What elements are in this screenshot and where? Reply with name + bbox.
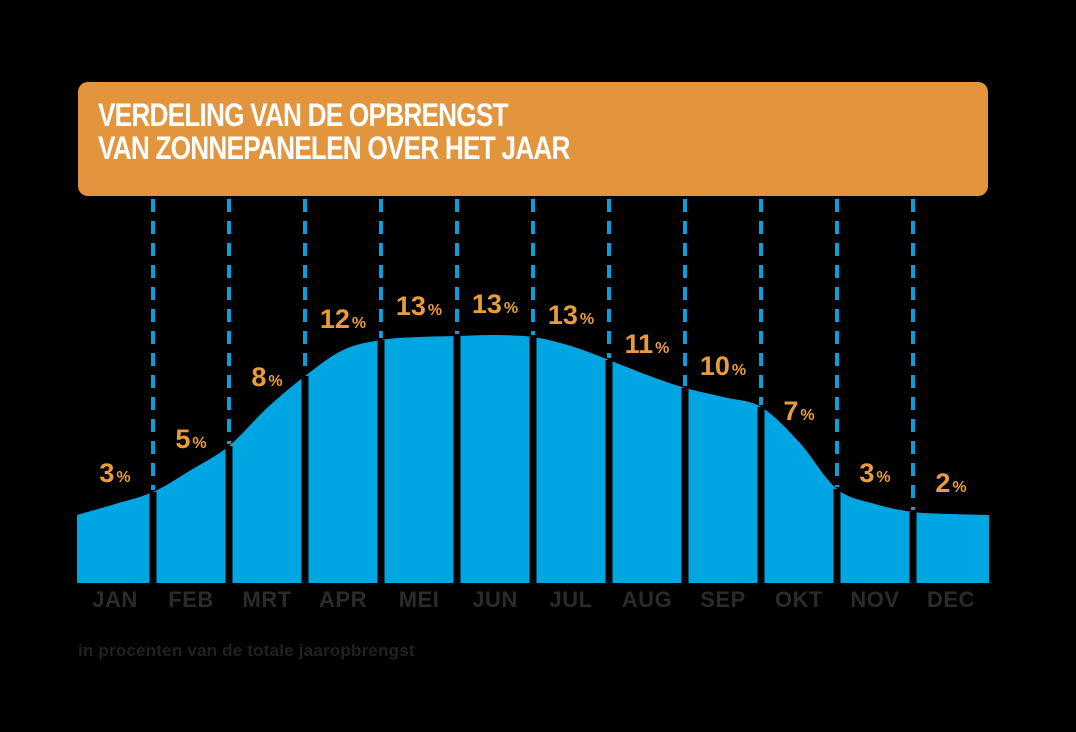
chart-footnote: in procenten van de totale jaaropbrengst (78, 641, 415, 660)
month-label: NOV (850, 587, 899, 612)
percent-label: 5% (175, 424, 206, 454)
month-label: AUG (622, 587, 672, 612)
percent-label: 10% (700, 351, 746, 381)
percent-label: 8% (251, 362, 282, 392)
month-label: MEI (399, 587, 440, 612)
month-label: SEP (700, 587, 746, 612)
month-gap (833, 489, 841, 583)
month-gap (149, 492, 157, 583)
month-gap (377, 340, 385, 583)
month-label: MRT (242, 587, 291, 612)
month-gap (909, 512, 917, 583)
month-label: JUL (549, 587, 592, 612)
percent-label: 13% (548, 300, 594, 330)
month-label: APR (319, 587, 367, 612)
percent-label: 7% (783, 396, 814, 426)
month-label: OKT (775, 587, 823, 612)
month-gap (225, 446, 233, 583)
month-label: JUN (472, 587, 518, 612)
percent-label: 3% (99, 458, 130, 488)
percent-label: 11% (625, 329, 670, 359)
chart-title-line2: VAN ZONNEPANELEN OVER HET JAAR (98, 130, 570, 166)
month-gap (605, 360, 613, 583)
month-gap (301, 376, 309, 583)
percent-label: 13% (472, 289, 518, 319)
title-banner: VERDELING VAN DE OPBRENGST VAN ZONNEPANE… (78, 82, 988, 196)
percent-label: 2% (935, 468, 966, 498)
month-label: DEC (927, 587, 975, 612)
month-label: FEB (168, 587, 214, 612)
percent-label: 13% (396, 291, 442, 321)
month-label: JAN (92, 587, 138, 612)
month-gap (757, 407, 765, 583)
chart-title-line1: VERDELING VAN DE OPBRENGST (98, 97, 509, 133)
month-gap (529, 337, 537, 583)
percent-label: 3% (859, 458, 890, 488)
month-gap (453, 336, 461, 583)
month-gap (681, 388, 689, 583)
percent-label: 12% (320, 304, 366, 334)
